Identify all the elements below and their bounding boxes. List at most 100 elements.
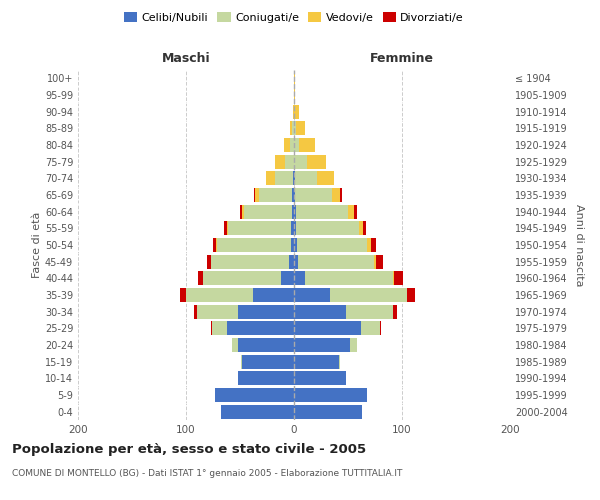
Bar — [294, 221, 296, 236]
Bar — [371, 238, 376, 252]
Text: Popolazione per età, sesso e stato civile - 2005: Popolazione per età, sesso e stato civil… — [12, 442, 366, 456]
Bar — [317, 171, 334, 186]
Bar — [284, 138, 290, 152]
Bar — [198, 271, 203, 285]
Bar — [294, 354, 340, 369]
Bar — [238, 304, 294, 319]
Bar — [294, 288, 329, 302]
Bar — [376, 254, 383, 269]
Bar — [296, 204, 348, 219]
Bar — [242, 204, 244, 219]
Bar — [294, 188, 295, 202]
Bar — [217, 238, 291, 252]
Bar — [296, 221, 359, 236]
Bar — [350, 338, 356, 352]
Bar — [298, 254, 374, 269]
Bar — [255, 188, 259, 202]
Bar — [259, 188, 292, 202]
Bar — [216, 238, 217, 252]
Bar — [394, 271, 403, 285]
Bar — [363, 221, 367, 236]
Bar — [253, 288, 294, 302]
Bar — [242, 354, 294, 369]
Bar — [294, 71, 295, 86]
Bar — [238, 338, 294, 352]
Bar — [211, 254, 289, 269]
Bar — [228, 221, 291, 236]
Bar — [291, 221, 294, 236]
Bar — [294, 238, 297, 252]
Bar — [307, 154, 326, 169]
Bar — [292, 188, 294, 202]
Bar — [299, 138, 314, 152]
Y-axis label: Fasce di età: Fasce di età — [32, 212, 42, 278]
Bar — [294, 388, 367, 402]
Bar — [294, 154, 307, 169]
Bar — [367, 238, 371, 252]
Bar — [374, 254, 376, 269]
Bar — [295, 171, 317, 186]
Bar — [294, 404, 362, 419]
Bar — [340, 188, 341, 202]
Bar — [203, 271, 281, 285]
Bar — [286, 154, 294, 169]
Bar — [407, 288, 415, 302]
Bar — [329, 288, 407, 302]
Bar — [179, 288, 186, 302]
Bar — [294, 304, 346, 319]
Bar — [227, 322, 294, 336]
Bar — [215, 388, 294, 402]
Bar — [294, 104, 299, 118]
Bar — [290, 121, 292, 136]
Text: Maschi: Maschi — [161, 52, 211, 65]
Bar — [294, 88, 295, 102]
Text: Femmine: Femmine — [370, 52, 434, 65]
Bar — [295, 188, 332, 202]
Bar — [294, 204, 296, 219]
Bar — [332, 188, 340, 202]
Bar — [227, 221, 228, 236]
Bar — [294, 322, 361, 336]
Bar — [361, 322, 380, 336]
Bar — [294, 254, 298, 269]
Y-axis label: Anni di nascita: Anni di nascita — [574, 204, 584, 286]
Bar — [291, 238, 294, 252]
Bar — [380, 322, 382, 336]
Bar — [290, 138, 294, 152]
Bar — [266, 171, 275, 186]
Bar — [275, 171, 293, 186]
Bar — [346, 304, 394, 319]
Bar — [294, 371, 346, 386]
Bar — [254, 188, 255, 202]
Bar — [186, 288, 253, 302]
Bar — [293, 171, 294, 186]
Bar — [244, 204, 292, 219]
Legend: Celibi/Nubili, Coniugati/e, Vedovi/e, Divorziati/e: Celibi/Nubili, Coniugati/e, Vedovi/e, Di… — [119, 8, 469, 28]
Bar — [294, 138, 299, 152]
Bar — [294, 338, 350, 352]
Bar — [359, 221, 363, 236]
Bar — [355, 204, 356, 219]
Bar — [240, 204, 242, 219]
Bar — [296, 121, 305, 136]
Bar — [238, 371, 294, 386]
Bar — [297, 238, 367, 252]
Bar — [394, 304, 397, 319]
Bar — [292, 204, 294, 219]
Bar — [294, 171, 295, 186]
Bar — [294, 271, 305, 285]
Bar — [275, 154, 286, 169]
Bar — [224, 221, 227, 236]
Bar — [293, 104, 294, 118]
Bar — [241, 354, 242, 369]
Bar — [197, 304, 238, 319]
Bar — [348, 204, 355, 219]
Bar — [281, 271, 294, 285]
Bar — [211, 322, 212, 336]
Text: COMUNE DI MONTELLO (BG) - Dati ISTAT 1° gennaio 2005 - Elaborazione TUTTITALIA.I: COMUNE DI MONTELLO (BG) - Dati ISTAT 1° … — [12, 468, 403, 477]
Bar — [294, 121, 296, 136]
Bar — [213, 238, 216, 252]
Bar — [212, 322, 227, 336]
Bar — [206, 254, 211, 269]
Bar — [221, 404, 294, 419]
